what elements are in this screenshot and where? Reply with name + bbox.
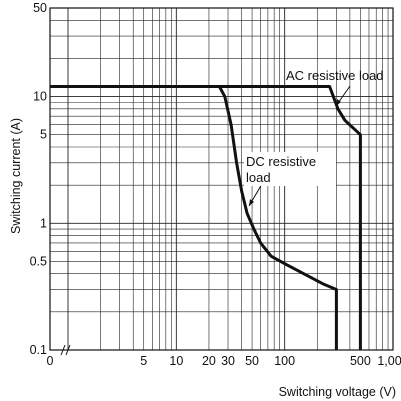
y-tick-labels: 0.1 0.5 1 5 10 50 <box>30 1 47 357</box>
x-tick-label: 500 <box>350 354 371 368</box>
y-tick-label: 0.1 <box>30 343 47 357</box>
ac-resistive-load-line <box>50 85 362 350</box>
x-axis-break <box>60 344 71 356</box>
dc-annotation-label-line2: load <box>246 170 271 185</box>
x-tick-label: 20 <box>202 354 216 368</box>
x-tick-label: 1,000 <box>377 354 401 368</box>
grid-lines <box>50 8 393 350</box>
y-tick-label: 50 <box>33 1 47 15</box>
y-axis-title: Switching current (A) <box>9 118 23 234</box>
y-tick-label: 5 <box>40 128 47 142</box>
y-tick-label: 1 <box>40 216 47 230</box>
plot-frame <box>49 7 394 351</box>
dc-annotation-label-line1: DC resistive <box>246 154 316 169</box>
x-tick-label: 30 <box>221 354 235 368</box>
x-axis-title: Switching voltage (V) <box>279 385 396 399</box>
x-zero-tick-label: 0 <box>47 354 54 368</box>
x-tick-label: 10 <box>169 354 183 368</box>
annotation-pointers <box>248 85 351 207</box>
dc-resistive-load-line <box>50 85 338 350</box>
x-tick-label: 100 <box>274 354 295 368</box>
x-tick-labels: 5 10 20 30 50 100 500 1,000 <box>140 354 401 368</box>
series-lines <box>50 85 362 350</box>
y-tick-label: 0.5 <box>30 254 47 268</box>
y-tick-label: 10 <box>33 90 47 104</box>
x-tick-label: 50 <box>245 354 259 368</box>
ac-annotation-label: AC resistive load <box>286 68 384 83</box>
dc-label-background <box>244 152 336 186</box>
x-tick-label: 5 <box>140 354 147 368</box>
